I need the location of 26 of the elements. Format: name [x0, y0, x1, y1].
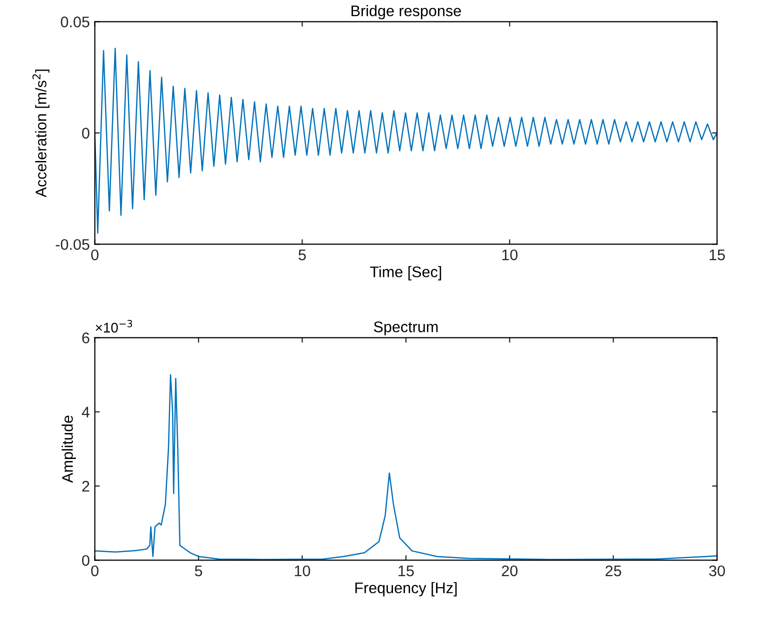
- x-tick-label: 10: [294, 565, 310, 576]
- x-tick-label: 0: [91, 249, 98, 260]
- x-tick-label: 5: [194, 566, 202, 576]
- line-series: [94, 48, 718, 234]
- x-axis-title: Frequency [Hz]: [355, 582, 457, 596]
- text: ×10$^{−3}$: [96, 320, 132, 333]
- y-tick-label: 0: [82, 555, 90, 566]
- x-tick-label: 30: [709, 565, 725, 576]
- x-tick-label: 15: [398, 566, 414, 576]
- x-tick-label: 10: [502, 249, 518, 260]
- chart-title: Bridge response: [352, 5, 461, 20]
- y-axis-title: Amplitude: [62, 416, 76, 483]
- x-axis-title: Time [Sec]: [370, 266, 442, 280]
- y-tick-label: 6: [82, 332, 90, 344]
- x-tick-label: 20: [502, 565, 518, 576]
- y-tick-label: 0: [82, 128, 90, 139]
- x-tick-label: 25: [606, 565, 622, 576]
- x-tick-label: 5: [298, 250, 306, 260]
- y-tick-label: 4: [82, 406, 90, 418]
- y-axis-title: Acceleration [m/s$^{2}$]: [32, 70, 50, 198]
- x-tick-label: 15: [710, 250, 725, 260]
- y-tick-label: 0.05: [60, 16, 90, 28]
- y-tick-label: -0.05: [56, 239, 90, 250]
- chart-title: Spectrum: [374, 321, 438, 336]
- x-tick-label: 0: [91, 565, 98, 576]
- y-tick-label: 2: [82, 480, 90, 492]
